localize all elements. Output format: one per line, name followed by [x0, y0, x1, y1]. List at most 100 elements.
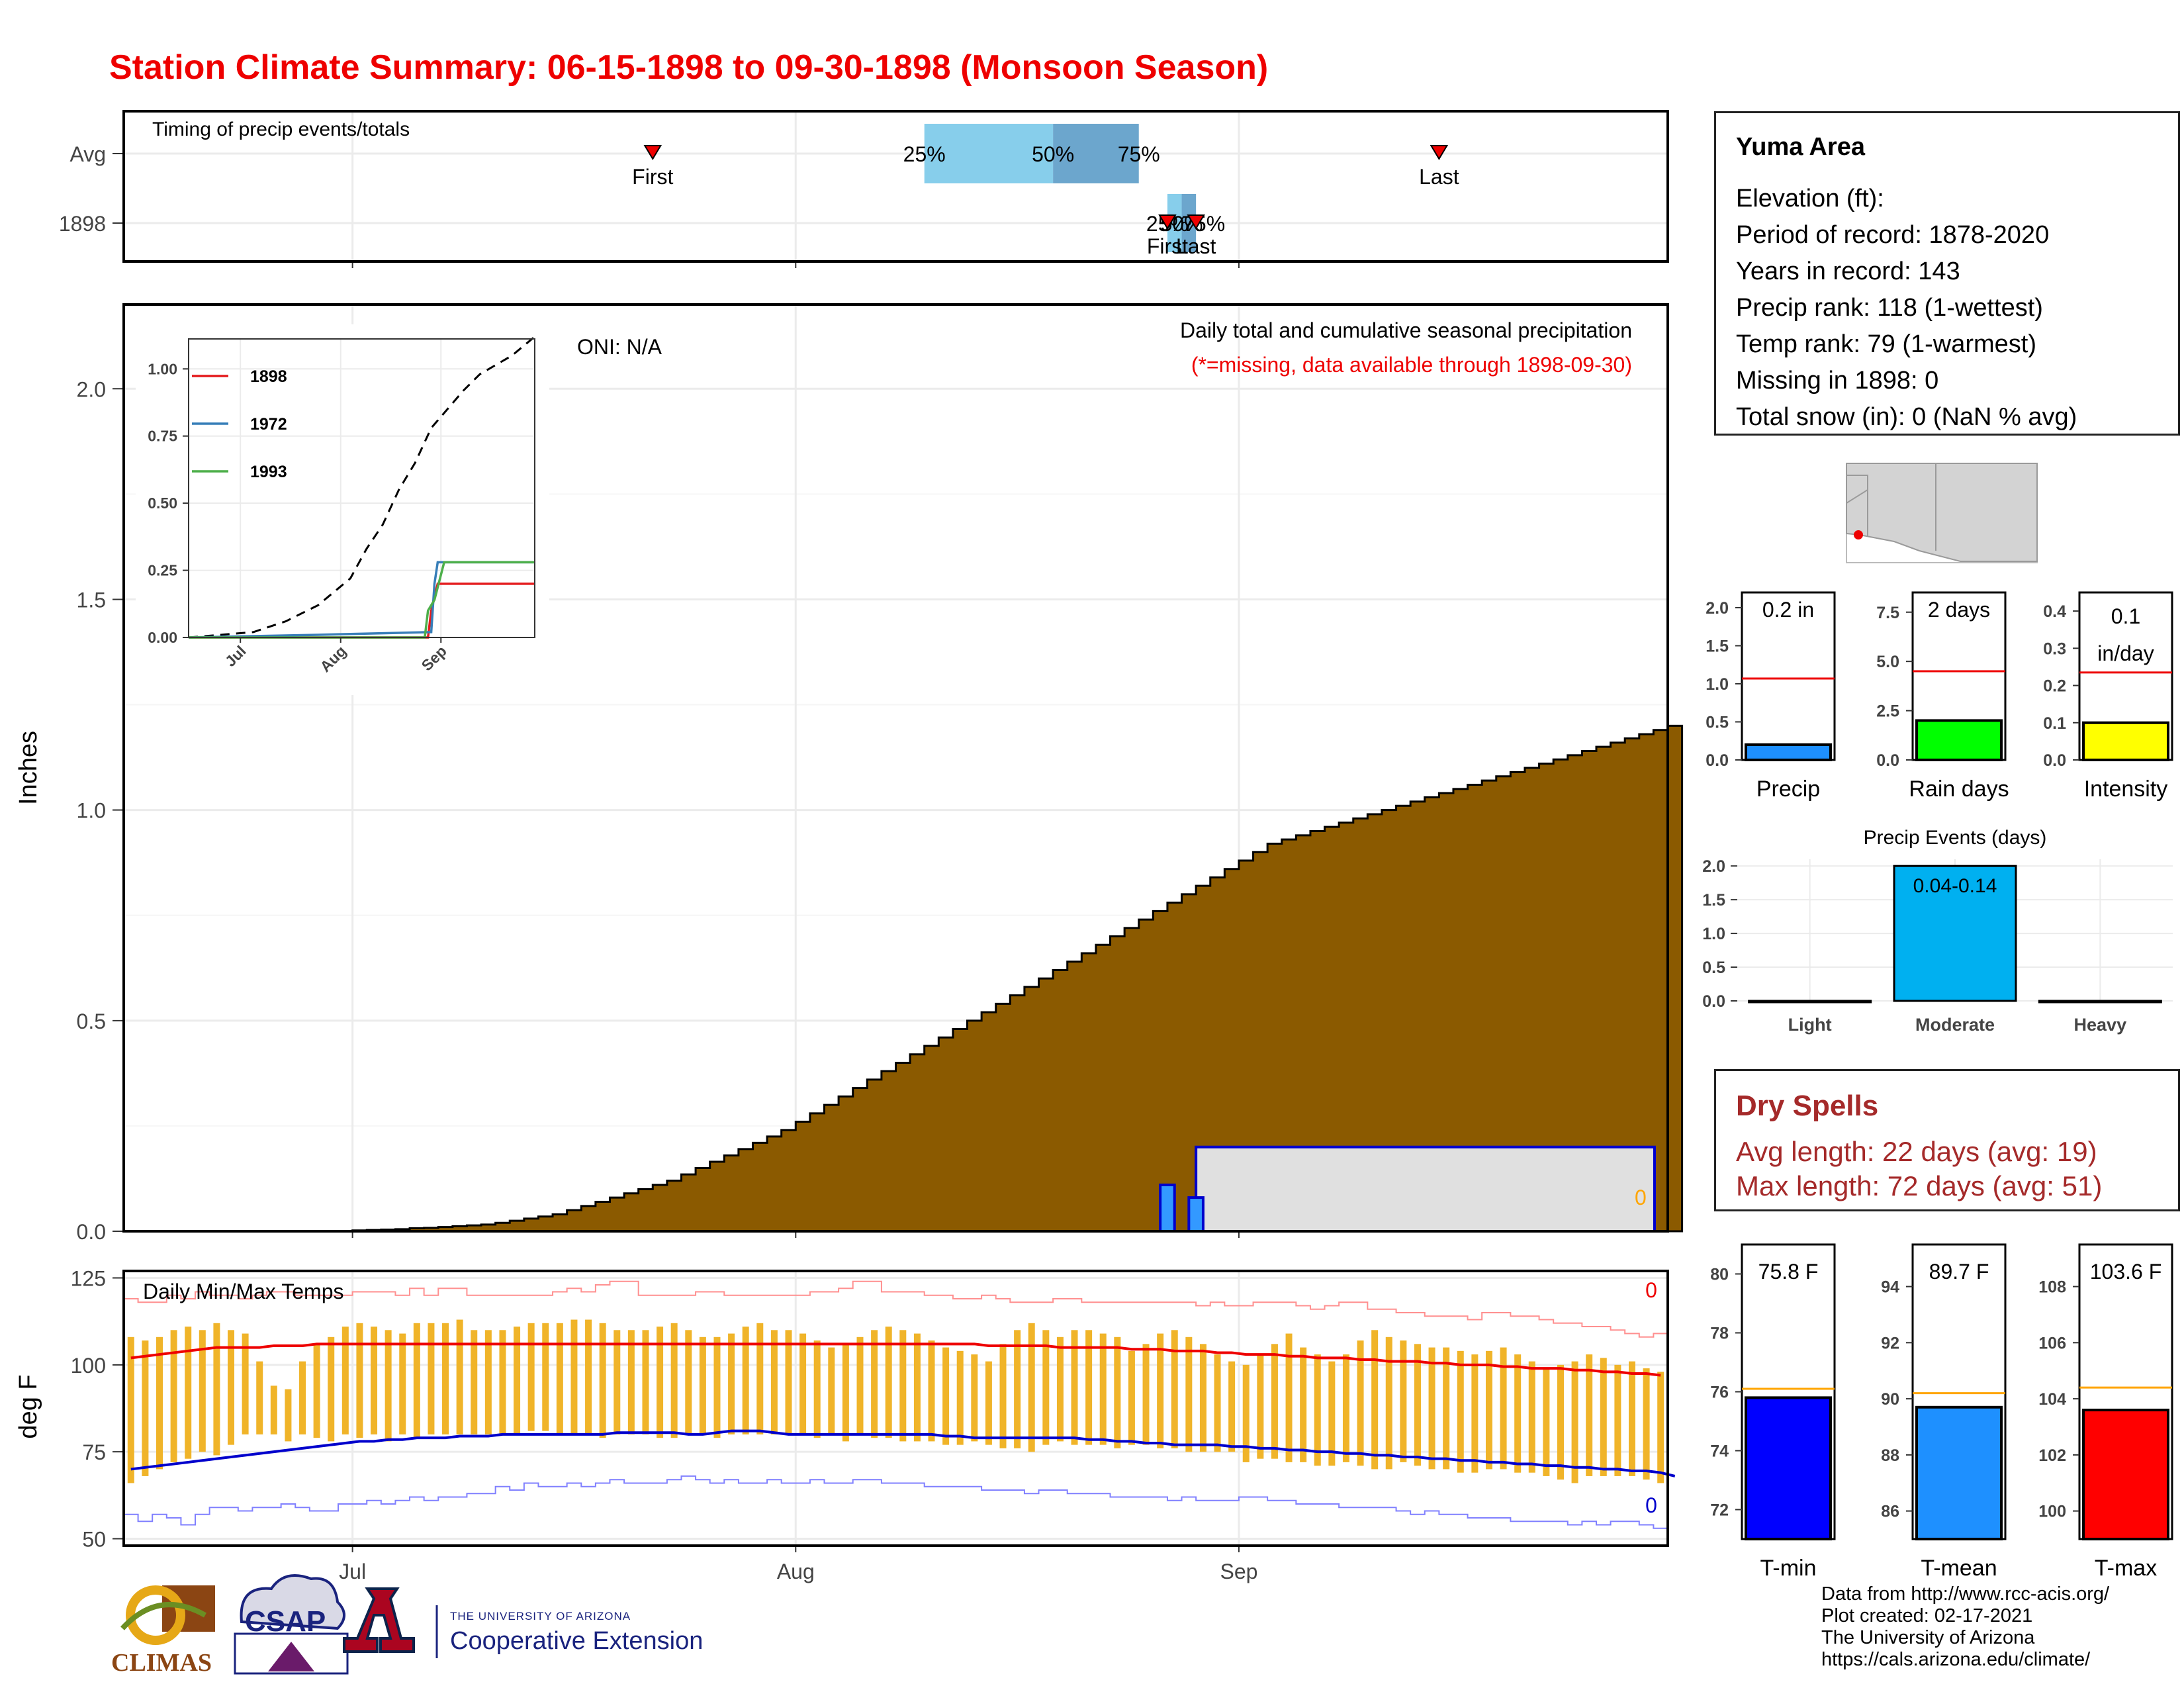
events-category-label: Moderate	[1915, 1015, 1995, 1035]
temps-min-missing: 0	[1645, 1493, 1657, 1517]
temps-daily-bar	[913, 1333, 921, 1442]
inset-y-tick-label: 0.75	[148, 428, 177, 445]
temps-frame	[122, 1270, 1669, 1547]
temps-daily-bar	[456, 1319, 463, 1434]
precip-daily-bar	[1159, 1184, 1176, 1233]
temps-x-tick-label: Jul	[339, 1560, 366, 1583]
temps-daily-bar	[770, 1330, 778, 1434]
credit-line: https://cals.arizona.edu/climate/	[1821, 1649, 2091, 1670]
events-y-tick-label: 1.5	[1702, 891, 1725, 910]
temps-daily-bar	[871, 1330, 878, 1438]
t-max-bar	[2082, 1409, 2169, 1540]
temps-daily-bar	[999, 1344, 1007, 1448]
events-bar	[1748, 1000, 1872, 1004]
temps-daily-bar	[585, 1319, 592, 1434]
temps-daily-bar	[413, 1323, 420, 1438]
precip-daily-bar	[1187, 1196, 1205, 1233]
temps-x-tick-label: Sep	[1220, 1560, 1257, 1583]
temps-daily-bar	[699, 1336, 706, 1434]
inset-frame	[188, 338, 535, 638]
events-category-label: Light	[1788, 1015, 1832, 1035]
temps-daily-bar	[1028, 1323, 1035, 1452]
temps-daily-bar	[1357, 1340, 1364, 1466]
temps-x-tick-label: Aug	[777, 1560, 815, 1583]
temps-y-tick-label: 75	[82, 1440, 106, 1464]
temps-daily-bar	[1142, 1344, 1150, 1445]
precip-total-bar	[1745, 743, 1832, 761]
precip-y-tick-label: 0.0	[77, 1220, 106, 1244]
temps-daily-bar	[127, 1336, 134, 1483]
t-max-y-tick-label: 106	[2038, 1334, 2066, 1352]
inset-legend-label: 1972	[250, 415, 287, 434]
t-min-y-tick-label: 72	[1710, 1501, 1729, 1520]
temps-daily-bar	[1643, 1368, 1650, 1480]
temps-daily-bar	[1199, 1344, 1206, 1452]
temps-y-tick-label: 100	[71, 1354, 106, 1378]
temps-daily-bar	[614, 1330, 621, 1434]
precip-total-y-tick-label: 0.0	[1706, 751, 1729, 770]
precip-total-y-tick-label: 2.0	[1706, 599, 1729, 618]
station-years: Years in record: 143	[1736, 258, 1960, 285]
inset-legend-label: 1993	[250, 463, 287, 481]
t-min-category-label: T-min	[1760, 1556, 1817, 1581]
temps-daily-bar	[756, 1323, 764, 1434]
temps-daily-bar	[1400, 1340, 1407, 1462]
temps-daily-bar	[985, 1361, 992, 1445]
temps-daily-bar	[170, 1330, 177, 1462]
station-name: Yuma Area	[1736, 133, 1866, 161]
rain-days-y-tick-label: 7.5	[1876, 604, 1899, 622]
inset-y-tick-label: 0.00	[148, 629, 177, 646]
temps-daily-bar	[514, 1327, 521, 1434]
temps-daily-bar	[1514, 1354, 1522, 1473]
temps-avg-max-line	[130, 1342, 1661, 1377]
ua-logo-bottom: Cooperative Extension	[450, 1627, 704, 1655]
events-bar	[1893, 865, 2017, 1002]
temps-daily-bar	[1471, 1354, 1479, 1473]
temps-daily-bar	[728, 1333, 735, 1434]
intensity-y-tick-label: 0.3	[2043, 639, 2066, 658]
timing-panel: Avg189825%50%75%FirstLast25%50%75%FirstL…	[59, 110, 1669, 268]
timing-first-marker	[643, 145, 662, 160]
precip-total-y-tick-label: 0.5	[1706, 714, 1729, 732]
precip-total-category-label: Precip	[1756, 776, 1820, 802]
temps-daily-bar	[1214, 1354, 1221, 1452]
temps-y-tick-label: 125	[71, 1267, 106, 1291]
timing-last-marker	[1187, 214, 1205, 230]
timing-p75-label: 75%	[1118, 142, 1160, 166]
temps-daily-bar	[928, 1340, 935, 1442]
t-mean-bar	[1915, 1405, 2003, 1541]
temps-daily-bar	[1586, 1354, 1593, 1476]
map-station-marker	[1854, 530, 1863, 539]
intensity-y-tick-label: 0.4	[2043, 602, 2066, 621]
temps-daily-bar	[428, 1323, 435, 1434]
temps-daily-bar	[1385, 1336, 1392, 1470]
rain-days-y-tick-label: 5.0	[1876, 653, 1899, 671]
t-max-category-label: T-max	[2095, 1556, 2157, 1581]
intensity-value-label: 0.1	[2111, 604, 2140, 628]
t-max-y-tick-label: 108	[2038, 1278, 2066, 1297]
temps-daily-bar	[185, 1327, 192, 1459]
inset-y-tick-label: 0.25	[148, 562, 177, 579]
t-min-y-tick-label: 78	[1710, 1325, 1729, 1343]
temps-daily-bar	[670, 1323, 678, 1438]
temps-daily-bar	[1571, 1361, 1578, 1483]
temps-y-axis-label: deg F	[15, 1374, 42, 1438]
page-title: Station Climate Summary: 06-15-1898 to 0…	[109, 48, 1269, 87]
precip-year-cumulative-area	[1195, 1145, 1656, 1233]
inset-legend-label: 1898	[250, 367, 287, 386]
temps-daily-bar	[299, 1361, 306, 1434]
temps-daily-bar	[799, 1333, 807, 1434]
temps-daily-bar	[499, 1330, 506, 1434]
station-temp-rank: Temp rank: 79 (1-warmest)	[1736, 330, 2037, 358]
ua-block-a-icon	[343, 1587, 415, 1653]
csap-cloud-icon	[240, 1574, 345, 1630]
t-mean-y-tick-label: 90	[1881, 1390, 1899, 1409]
temps-daily-bar	[213, 1323, 220, 1456]
timing-p50-label: 50%	[1032, 142, 1074, 166]
dry-spells-max: Max length: 72 days (avg: 51)	[1736, 1170, 2103, 1201]
t-min-value-label: 75.8 F	[1758, 1260, 1819, 1284]
temps-daily-bar	[1528, 1361, 1535, 1473]
intensity-y-tick-label: 0.2	[2043, 677, 2066, 696]
t-mean-category-label: T-mean	[1921, 1556, 1997, 1581]
